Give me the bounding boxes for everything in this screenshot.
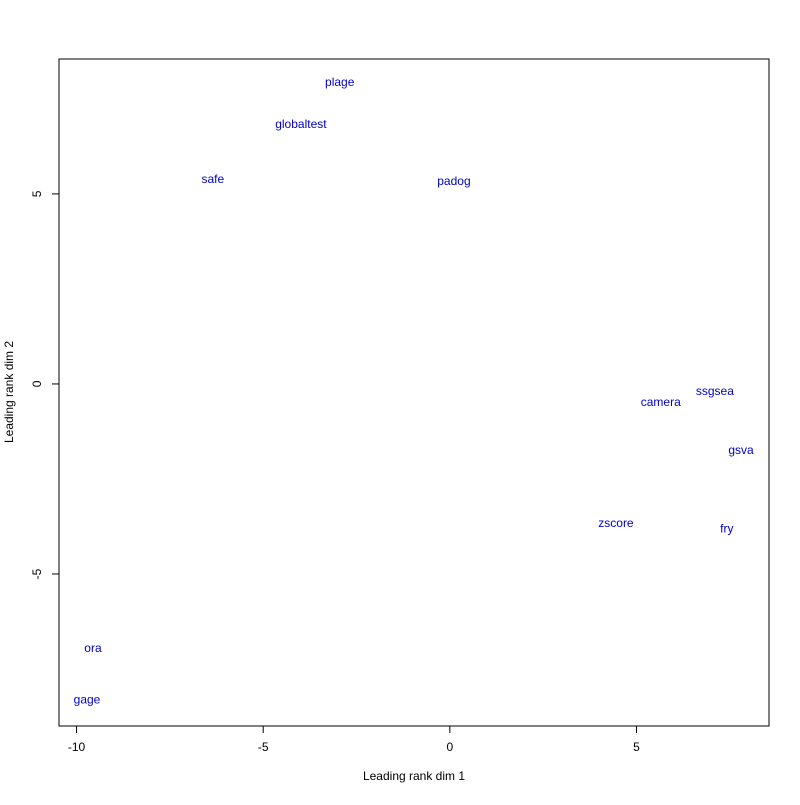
x-axis-label: Leading rank dim 1 <box>363 769 465 783</box>
point-label: ora <box>84 641 102 655</box>
point-label: padog <box>437 174 470 188</box>
x-tick-label: 5 <box>633 740 640 754</box>
plot-frame <box>58 58 770 727</box>
y-axis-label: Leading rank dim 2 <box>2 341 16 443</box>
point-label: safe <box>201 172 224 186</box>
point-label: plage <box>325 75 355 89</box>
point-label: ssgsea <box>696 384 734 398</box>
point-label: globaltest <box>275 117 327 131</box>
x-tick-label: 0 <box>446 740 453 754</box>
point-label: gage <box>74 692 101 706</box>
point-label: gsva <box>728 443 754 457</box>
point-label: zscore <box>598 516 634 530</box>
y-tick-label: 5 <box>30 190 44 197</box>
x-tick-label: -5 <box>258 740 269 754</box>
point-label: fry <box>720 521 733 535</box>
y-tick-label: -5 <box>30 568 44 579</box>
point-label: camera <box>641 395 681 409</box>
y-tick-label: 0 <box>30 380 44 387</box>
x-tick-label: -10 <box>68 740 86 754</box>
